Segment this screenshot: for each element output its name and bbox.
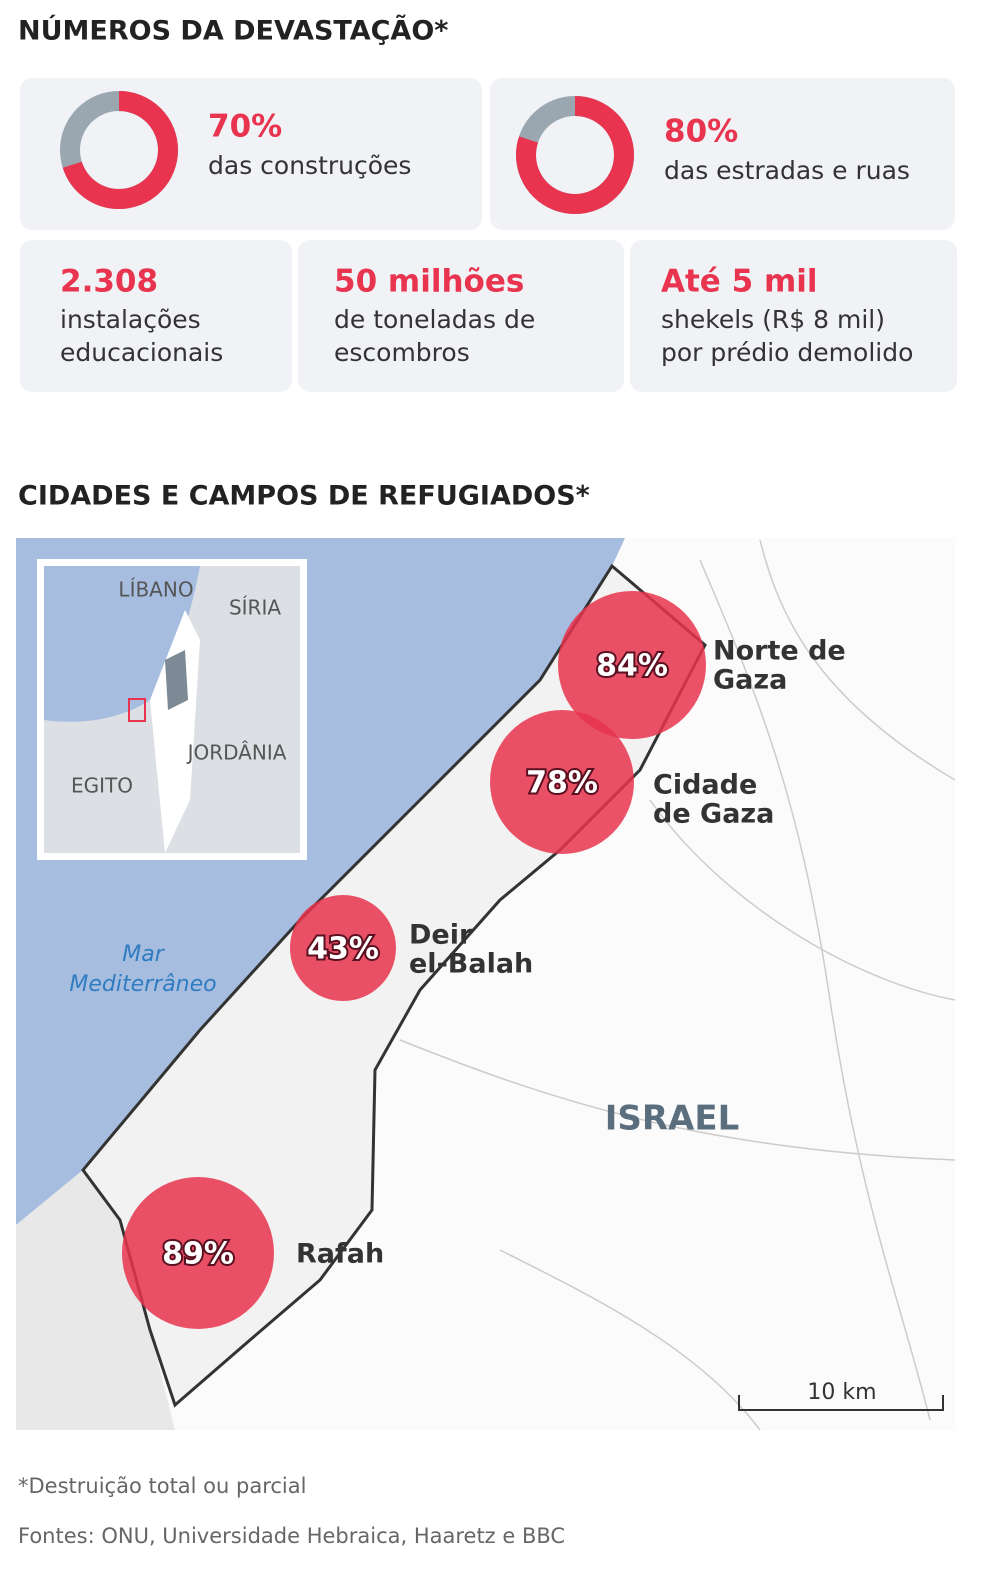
inset-gaza (128, 698, 146, 722)
stat-text: escombros (334, 338, 470, 367)
donut-arc (516, 96, 634, 214)
sources: Fontes: ONU, Universidade Hebraica, Haar… (18, 1524, 565, 1548)
sea-label: Mar (122, 942, 165, 967)
place-name: de Gaza (653, 799, 774, 830)
stat-value: 2.308 (60, 264, 158, 300)
place-name: Deir (409, 920, 473, 951)
stat-value: 70% (208, 109, 282, 145)
roads (399, 539, 956, 1431)
inset-label: SÍRIA (229, 596, 281, 620)
card (298, 240, 624, 392)
stat-value: 50 milhões (334, 264, 524, 300)
inset-map: LÍBANO SÍRIA JORDÂNIA EGITO (37, 559, 307, 860)
destruction-circle (122, 1177, 274, 1329)
stat-value: 80% (664, 114, 738, 150)
inset-westbank (165, 650, 188, 710)
place-name: Gaza (713, 665, 787, 696)
place-name: Rafah (296, 1239, 384, 1270)
stat-text: shekels (R$ 8 mil) (661, 305, 885, 334)
stat-text: instalações (60, 305, 201, 334)
inset-label: LÍBANO (118, 578, 193, 602)
stat-text: por prédio demolido (661, 338, 913, 367)
stat-value: Até 5 mil (661, 264, 818, 300)
inset-label: JORDÂNIA (186, 741, 287, 765)
inset-israel (150, 610, 200, 853)
percent-label: 78% (526, 766, 598, 801)
place-name: Norte de (713, 636, 846, 667)
card (20, 240, 292, 392)
percent-label: 89% (162, 1237, 234, 1272)
scale-bar (738, 1395, 944, 1411)
country-label: ISRAEL (605, 1099, 740, 1139)
section-title: CIDADES E CAMPOS DE REFUGIADOS* (18, 481, 590, 512)
stat-text: de toneladas de (334, 305, 535, 334)
scale-label: 10 km (807, 1380, 876, 1405)
sea-label: Mediterrâneo (69, 972, 216, 997)
destruction-circle (290, 895, 396, 1001)
section-title: NÚMEROS DA DEVASTAÇÃO* (18, 15, 448, 47)
percent-label: 84% (596, 649, 668, 684)
card (630, 240, 957, 392)
place-name: Cidade (653, 770, 757, 801)
donut-arc (60, 91, 178, 209)
destruction-circle (558, 591, 706, 739)
footnote: *Destruição total ou parcial (18, 1474, 306, 1498)
destruction-circle (490, 710, 634, 854)
stat-text: educacionais (60, 338, 223, 367)
inset-label: EGITO (71, 774, 133, 798)
percent-label: 43% (307, 932, 379, 967)
stat-text: das construções (208, 151, 411, 180)
place-name: el-Balah (409, 949, 533, 980)
stat-text: das estradas e ruas (664, 156, 910, 185)
egypt (16, 1170, 175, 1430)
